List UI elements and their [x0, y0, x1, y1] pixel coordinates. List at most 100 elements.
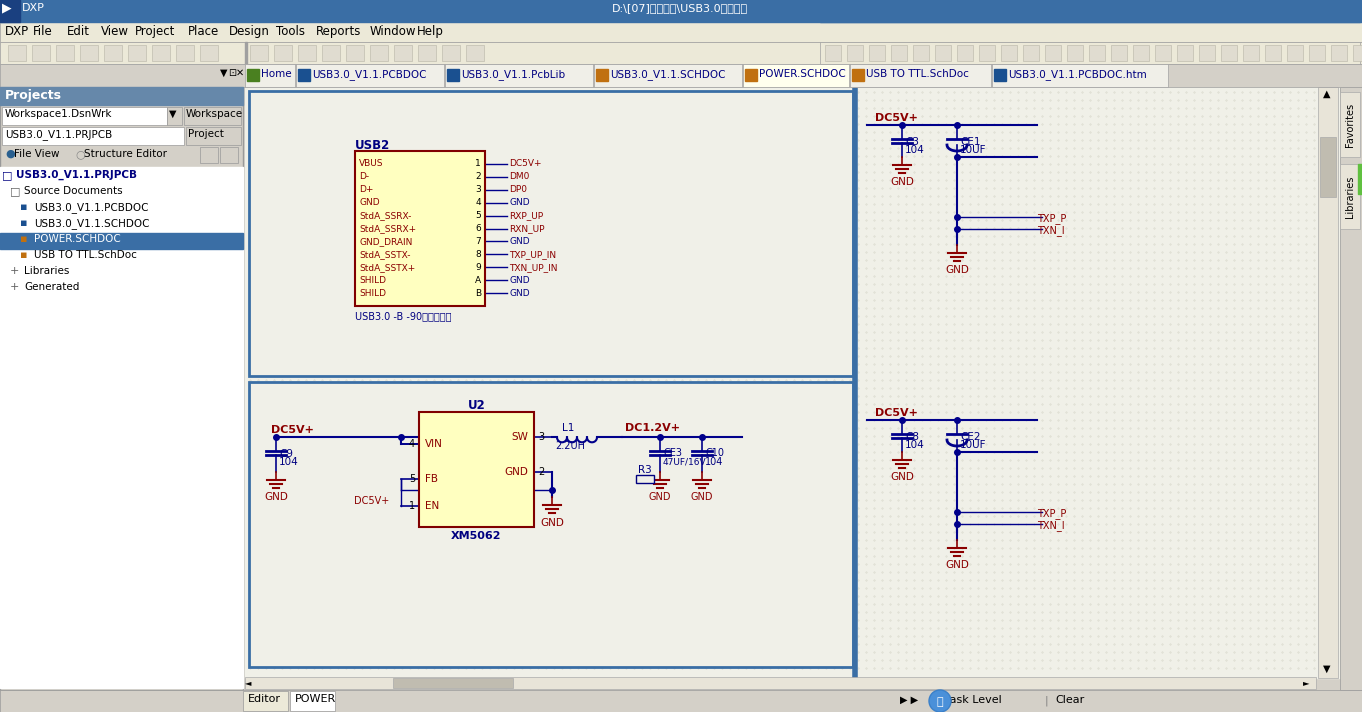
Text: FB: FB: [425, 473, 439, 483]
Text: USB3.0_V1.1.PCBDOC.htm: USB3.0_V1.1.PCBDOC.htm: [1008, 69, 1147, 80]
Text: VIN: VIN: [425, 439, 443, 449]
Bar: [1340, 92, 1361, 157]
Text: POWER.SCHDOC: POWER.SCHDOC: [34, 234, 121, 244]
Text: 9: 9: [475, 263, 481, 272]
Bar: [1199, 45, 1215, 61]
Bar: [298, 45, 316, 61]
Bar: [744, 64, 849, 87]
Text: 1: 1: [475, 159, 481, 169]
Text: StdA_SSRX+: StdA_SSRX+: [360, 224, 417, 233]
Text: GND: GND: [691, 492, 714, 502]
Text: 💬: 💬: [937, 697, 944, 707]
Text: View: View: [101, 25, 128, 38]
Bar: [1177, 45, 1193, 61]
Text: GND: GND: [945, 265, 968, 275]
Text: SW: SW: [511, 432, 528, 442]
Text: Help: Help: [417, 25, 444, 38]
Text: USB3.0_V1.1.SCHDOC: USB3.0_V1.1.SCHDOC: [34, 218, 150, 229]
Bar: [242, 691, 287, 711]
Bar: [200, 147, 218, 163]
Bar: [0, 87, 242, 690]
Bar: [594, 64, 742, 87]
Bar: [1155, 45, 1171, 61]
Text: Favorites: Favorites: [1346, 103, 1355, 147]
Bar: [245, 42, 247, 64]
Text: GND: GND: [360, 198, 380, 207]
Text: R3: R3: [637, 466, 652, 476]
Text: CE3: CE3: [663, 449, 682, 459]
Bar: [355, 151, 485, 306]
Text: ○: ○: [75, 149, 84, 159]
Text: RXP_UP: RXP_UP: [509, 211, 543, 220]
Text: C8: C8: [904, 432, 919, 442]
Text: Window: Window: [369, 25, 415, 38]
Bar: [850, 64, 992, 87]
Text: DC5V+: DC5V+: [874, 408, 918, 418]
Text: USB TO TTL.SchDoc: USB TO TTL.SchDoc: [34, 250, 136, 260]
Text: USB3.0_V1.1.SCHDOC: USB3.0_V1.1.SCHDOC: [610, 69, 726, 80]
Text: DC5V+: DC5V+: [271, 425, 313, 435]
Bar: [745, 69, 757, 81]
Text: GND_DRAIN: GND_DRAIN: [360, 237, 413, 246]
Bar: [0, 22, 1362, 42]
Text: USB3.0_V1.1.PRJPCB: USB3.0_V1.1.PRJPCB: [16, 170, 138, 180]
Bar: [321, 45, 340, 61]
Text: L1: L1: [563, 424, 575, 434]
Bar: [913, 45, 929, 61]
Text: |: |: [1045, 695, 1049, 706]
Text: DXP: DXP: [22, 3, 45, 13]
Text: ▶: ▶: [1, 1, 12, 14]
Bar: [200, 45, 218, 61]
Text: □: □: [10, 186, 20, 196]
Bar: [245, 677, 1316, 689]
Bar: [1331, 45, 1347, 61]
Bar: [0, 0, 20, 22]
Bar: [249, 91, 853, 376]
Text: ▼: ▼: [169, 109, 177, 119]
Text: 104: 104: [904, 145, 925, 155]
Bar: [597, 69, 607, 81]
Text: Structure Editor: Structure Editor: [84, 149, 168, 159]
Bar: [370, 45, 388, 61]
Text: USB3.0_V1.1.PCBDOC: USB3.0_V1.1.PCBDOC: [312, 69, 426, 80]
Text: DC5V+: DC5V+: [354, 496, 390, 506]
Bar: [290, 691, 335, 711]
Bar: [153, 45, 170, 61]
Text: ▪: ▪: [20, 202, 27, 212]
Bar: [8, 45, 26, 61]
Bar: [1352, 45, 1362, 61]
Bar: [394, 678, 513, 688]
Text: D-: D-: [360, 172, 369, 182]
Bar: [1309, 45, 1325, 61]
Text: File View: File View: [14, 149, 60, 159]
Text: Design: Design: [229, 25, 270, 38]
Bar: [825, 45, 840, 61]
Bar: [274, 45, 291, 61]
Text: TXP_UP_IN: TXP_UP_IN: [509, 250, 556, 259]
Text: Libraries: Libraries: [1346, 175, 1355, 218]
Bar: [419, 412, 534, 527]
Bar: [1318, 87, 1337, 678]
Bar: [1090, 45, 1105, 61]
Bar: [0, 64, 1362, 87]
Text: 10UF: 10UF: [960, 145, 986, 155]
Bar: [0, 690, 1362, 712]
Text: ▲: ▲: [1323, 89, 1331, 99]
Text: 10UF: 10UF: [960, 440, 986, 450]
Text: VBUS: VBUS: [360, 159, 384, 169]
Bar: [1220, 45, 1237, 61]
Bar: [31, 45, 50, 61]
Text: XM5062: XM5062: [451, 531, 501, 541]
Text: POWER: POWER: [296, 694, 336, 704]
Bar: [221, 147, 238, 163]
Text: DC5V+: DC5V+: [509, 159, 542, 169]
Bar: [245, 64, 296, 87]
Bar: [80, 45, 98, 61]
Bar: [1133, 45, 1150, 61]
Text: TXP_P: TXP_P: [1036, 213, 1066, 224]
Bar: [847, 45, 864, 61]
Text: Source Documents: Source Documents: [25, 186, 123, 196]
Text: 8: 8: [475, 250, 481, 259]
Text: 4: 4: [409, 439, 415, 449]
Text: +: +: [10, 266, 19, 276]
